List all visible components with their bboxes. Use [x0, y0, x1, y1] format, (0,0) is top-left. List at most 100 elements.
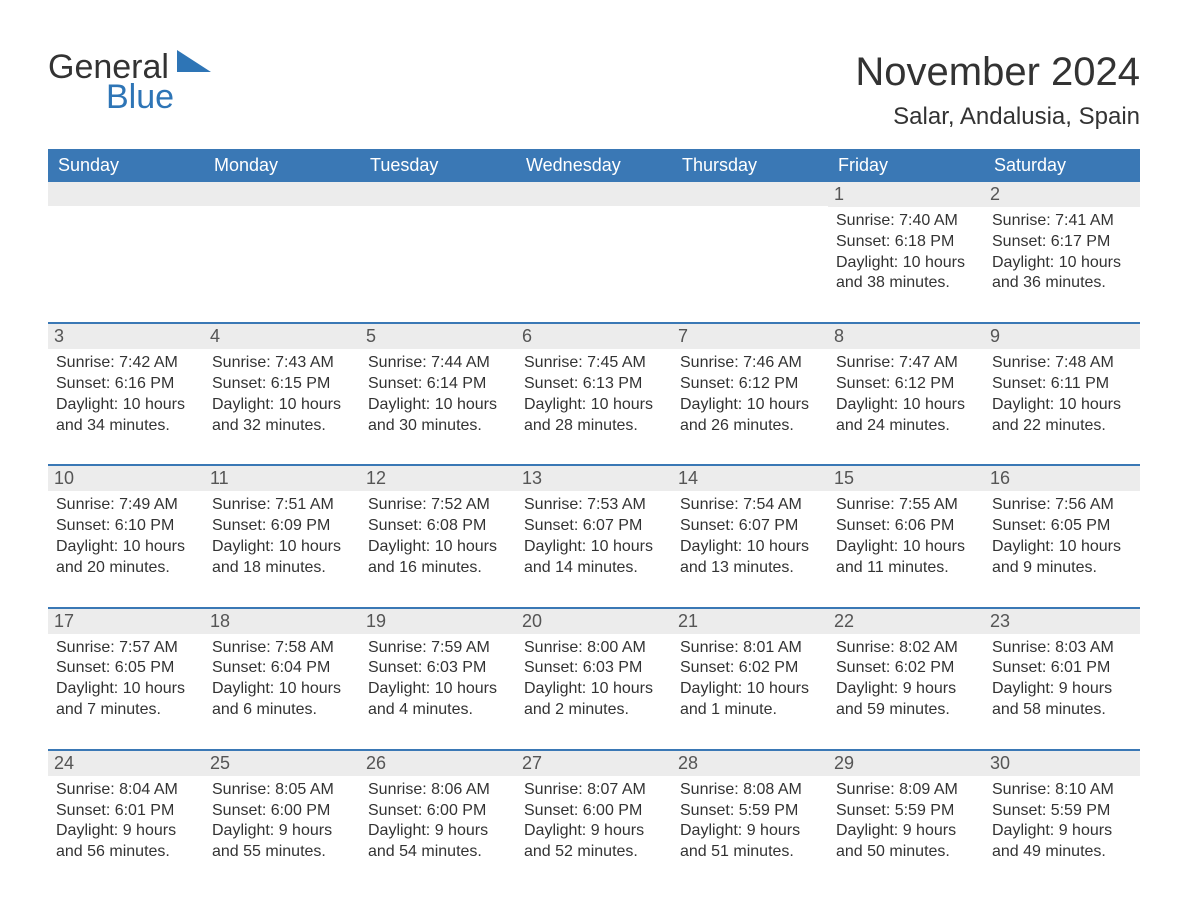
calendar-day-cell: 24 Sunrise: 8:04 AMSunset: 6:01 PMDayligh… [48, 749, 204, 891]
calendar-day-cell: 25 Sunrise: 8:05 AMSunset: 6:00 PMDayligh… [204, 749, 360, 891]
calendar-day-cell: 30 Sunrise: 8:10 AMSunset: 5:59 PMDayligh… [984, 749, 1140, 891]
day-number-strip: 2 [984, 182, 1140, 207]
calendar-day-cell: 28Sunrise: 8:08 AMSunset: 5:59 PMDayligh… [672, 749, 828, 891]
daylight-line: Daylight: 10 hours and 38 minutes. [836, 253, 976, 295]
day-number: 11 [210, 468, 229, 488]
day-info: Sunrise: 8:01 AMSunset: 6:02 PMDaylight:… [680, 638, 820, 721]
day-info: Sunrise: 7:47 AMSunset: 6:12 PMDaylight:… [836, 353, 976, 436]
day-number-strip: 16 [984, 464, 1140, 491]
sunrise-line: Sunrise: 8:04 AM [56, 780, 196, 801]
day-info: Sunrise: 7:57 AMSunset: 6:05 PMDaylight:… [56, 638, 196, 721]
daylight-line: Daylight: 9 hours and 49 minutes. [992, 821, 1132, 863]
daylight-line: Daylight: 10 hours and 32 minutes. [212, 395, 352, 437]
day-number-strip: 26 [360, 749, 516, 776]
calendar-day-cell: 18Sunrise: 7:58 AMSunset: 6:04 PMDayligh… [204, 607, 360, 749]
sunset-line: Sunset: 6:17 PM [992, 232, 1132, 253]
day-info: Sunrise: 8:06 AMSunset: 6:00 PMDaylight:… [368, 780, 508, 863]
calendar-day-cell: 3Sunrise: 7:42 AMSunset: 6:16 PMDaylight… [48, 322, 204, 464]
day-number: 2 [990, 184, 1000, 204]
calendar-day-cell: 20 Sunrise: 8:00 AMSunset: 6:03 PMDayligh… [516, 607, 672, 749]
day-info: Sunrise: 8:00 AMSunset: 6:03 PMDaylight:… [524, 638, 664, 721]
sunset-line: Sunset: 6:11 PM [992, 374, 1132, 395]
sunset-line: Sunset: 6:08 PM [368, 516, 508, 537]
daylight-line: Daylight: 9 hours and 51 minutes. [680, 821, 820, 863]
day-number: 25 [210, 753, 230, 773]
calendar-day-cell: 5Sunrise: 7:44 AMSunset: 6:14 PMDaylight… [360, 322, 516, 464]
calendar-header-cell: Friday [828, 149, 984, 182]
daylight-line: Daylight: 10 hours and 36 minutes. [992, 253, 1132, 295]
sunrise-line: Sunrise: 8:10 AM [992, 780, 1132, 801]
sunrise-line: Sunrise: 7:56 AM [992, 495, 1132, 516]
day-number: 30 [990, 753, 1010, 773]
day-info: Sunrise: 7:51 AMSunset: 6:09 PMDaylight:… [212, 495, 352, 578]
day-info: Sunrise: 7:48 AMSunset: 6:11 PMDaylight:… [992, 353, 1132, 436]
sunrise-line: Sunrise: 7:49 AM [56, 495, 196, 516]
sunrise-line: Sunrise: 7:48 AM [992, 353, 1132, 374]
sunset-line: Sunset: 6:00 PM [524, 801, 664, 822]
sunrise-line: Sunrise: 7:43 AM [212, 353, 352, 374]
calendar-day-cell [672, 182, 828, 322]
sunrise-line: Sunrise: 7:55 AM [836, 495, 976, 516]
sunrise-line: Sunrise: 8:06 AM [368, 780, 508, 801]
calendar-day-cell: 17Sunrise: 7:57 AMSunset: 6:05 PMDayligh… [48, 607, 204, 749]
sunset-line: Sunset: 5:59 PM [992, 801, 1132, 822]
day-info: Sunrise: 7:46 AMSunset: 6:12 PMDaylight:… [680, 353, 820, 436]
calendar-week-row: 17Sunrise: 7:57 AMSunset: 6:05 PMDayligh… [48, 607, 1140, 749]
daylight-line: Daylight: 10 hours and 7 minutes. [56, 679, 196, 721]
sunset-line: Sunset: 6:06 PM [836, 516, 976, 537]
day-info: Sunrise: 7:52 AMSunset: 6:08 PMDaylight:… [368, 495, 508, 578]
sunrise-line: Sunrise: 7:47 AM [836, 353, 976, 374]
sunset-line: Sunset: 6:00 PM [368, 801, 508, 822]
calendar-day-cell: 7 Sunrise: 7:46 AMSunset: 6:12 PMDaylight… [672, 322, 828, 464]
daylight-line: Daylight: 10 hours and 1 minute. [680, 679, 820, 721]
day-info: Sunrise: 8:05 AMSunset: 6:00 PMDaylight:… [212, 780, 352, 863]
empty-day-strip [204, 182, 360, 206]
sunset-line: Sunset: 6:01 PM [992, 658, 1132, 679]
daylight-line: Daylight: 10 hours and 18 minutes. [212, 537, 352, 579]
sunrise-line: Sunrise: 8:05 AM [212, 780, 352, 801]
calendar-day-cell: 29Sunrise: 8:09 AMSunset: 5:59 PMDayligh… [828, 749, 984, 891]
calendar-day-cell [204, 182, 360, 322]
sunset-line: Sunset: 6:15 PM [212, 374, 352, 395]
sunrise-line: Sunrise: 7:44 AM [368, 353, 508, 374]
day-number-strip: 3 [48, 322, 204, 349]
sunrise-line: Sunrise: 8:08 AM [680, 780, 820, 801]
empty-day-strip [48, 182, 204, 206]
day-number: 7 [678, 326, 688, 346]
day-info: Sunrise: 7:58 AMSunset: 6:04 PMDaylight:… [212, 638, 352, 721]
day-number: 24 [54, 753, 74, 773]
day-number-strip: 15 [828, 464, 984, 491]
day-number: 20 [522, 611, 542, 631]
sunrise-line: Sunrise: 8:01 AM [680, 638, 820, 659]
daylight-line: Daylight: 9 hours and 56 minutes. [56, 821, 196, 863]
calendar-day-cell: 6Sunrise: 7:45 AMSunset: 6:13 PMDaylight… [516, 322, 672, 464]
calendar-header-cell: Sunday [48, 149, 204, 182]
day-number-strip: 5 [360, 322, 516, 349]
day-number-strip: 22 [828, 607, 984, 634]
sunset-line: Sunset: 6:10 PM [56, 516, 196, 537]
sunrise-line: Sunrise: 7:58 AM [212, 638, 352, 659]
calendar-header-cell: Wednesday [516, 149, 672, 182]
day-number: 15 [834, 468, 854, 488]
sunset-line: Sunset: 6:18 PM [836, 232, 976, 253]
calendar-day-cell: 23Sunrise: 8:03 AMSunset: 6:01 PMDayligh… [984, 607, 1140, 749]
day-info: Sunrise: 8:08 AMSunset: 5:59 PMDaylight:… [680, 780, 820, 863]
sunset-line: Sunset: 6:00 PM [212, 801, 352, 822]
calendar-day-cell: 14Sunrise: 7:54 AMSunset: 6:07 PMDayligh… [672, 464, 828, 606]
empty-day-strip [672, 182, 828, 206]
daylight-line: Daylight: 10 hours and 16 minutes. [368, 537, 508, 579]
sunrise-line: Sunrise: 7:46 AM [680, 353, 820, 374]
logo-text-blue: Blue [106, 80, 211, 114]
day-info: Sunrise: 7:41 AMSunset: 6:17 PMDaylight:… [992, 211, 1132, 294]
calendar-day-cell: 22Sunrise: 8:02 AMSunset: 6:02 PMDayligh… [828, 607, 984, 749]
day-info: Sunrise: 7:53 AMSunset: 6:07 PMDaylight:… [524, 495, 664, 578]
day-number-strip: 13 [516, 464, 672, 491]
daylight-line: Daylight: 10 hours and 13 minutes. [680, 537, 820, 579]
calendar-day-cell: 21Sunrise: 8:01 AMSunset: 6:02 PMDayligh… [672, 607, 828, 749]
calendar-header-cell: Thursday [672, 149, 828, 182]
location-subtitle: Salar, Andalusia, Spain [855, 103, 1140, 131]
day-info: Sunrise: 8:04 AMSunset: 6:01 PMDaylight:… [56, 780, 196, 863]
calendar-day-cell: 2 Sunrise: 7:41 AMSunset: 6:17 PMDaylight… [984, 182, 1140, 322]
calendar-day-cell: 11 Sunrise: 7:51 AMSunset: 6:09 PMDayligh… [204, 464, 360, 606]
daylight-line: Daylight: 9 hours and 58 minutes. [992, 679, 1132, 721]
